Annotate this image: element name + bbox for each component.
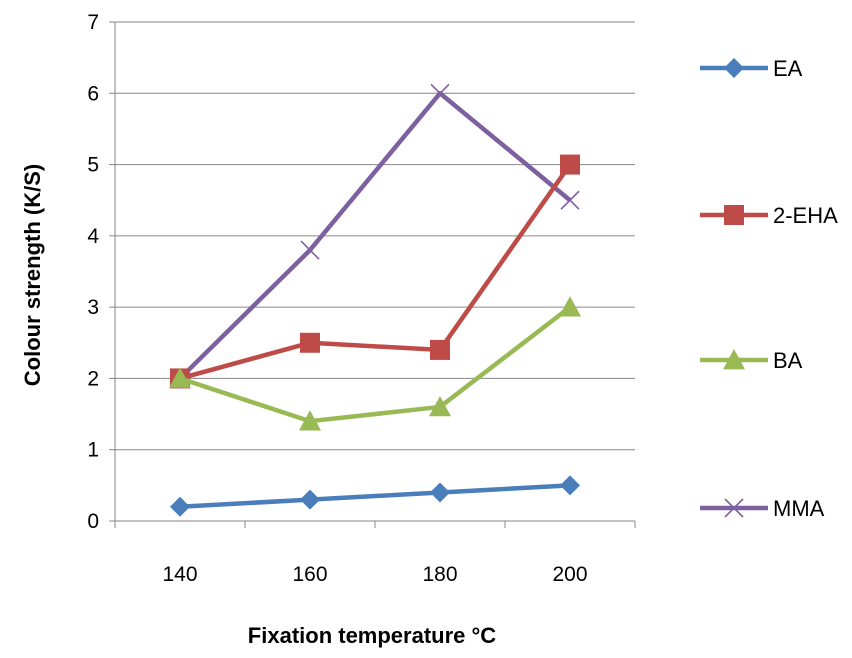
axes: [109, 21, 636, 528]
legend-label: EA: [773, 56, 803, 81]
x-tick-label: 200: [552, 563, 587, 586]
legend-item-mma: MMA: [700, 496, 825, 521]
y-axis-title: Colour strength (K/S): [20, 164, 45, 386]
x-tick-labels: 140 160 180 200: [162, 563, 587, 586]
series-group: [169, 83, 581, 517]
data-point: [560, 190, 580, 210]
data-point: [299, 410, 321, 431]
x-tick-label: 180: [422, 563, 457, 586]
data-point: [430, 339, 450, 360]
legend-marker: [724, 498, 744, 518]
data-point: [169, 367, 191, 388]
y-tick-label: 1: [87, 439, 99, 462]
series-line: [178, 91, 572, 381]
y-tick-labels: 0 1 2 3 4 5 6 7: [87, 11, 99, 533]
data-point: [560, 154, 580, 175]
data-point: [430, 83, 450, 103]
data-point: [560, 475, 580, 496]
legend-item-ba: BA: [700, 348, 803, 373]
legend-marker: [724, 58, 744, 78]
data-point: [170, 496, 190, 517]
legend-item-ea: EA: [700, 56, 803, 81]
legend-label: BA: [773, 348, 803, 373]
data-point: [430, 482, 450, 503]
series-line: [179, 163, 572, 381]
legend-item-2-eha: 2-EHA: [700, 203, 838, 228]
y-tick-label: 4: [87, 225, 99, 248]
legend-marker: [723, 349, 745, 370]
legend: EA 2-EHA BA MMA: [700, 56, 838, 521]
data-point: [559, 296, 581, 317]
legend-label: MMA: [773, 496, 825, 521]
y-tick-label: 7: [87, 11, 99, 34]
series-line: [179, 483, 571, 509]
y-tick-label: 5: [87, 154, 99, 177]
series-line: [179, 305, 572, 424]
series-ea: [170, 475, 580, 517]
y-tick-label: 0: [87, 510, 99, 533]
legend-marker: [724, 205, 744, 225]
data-point: [300, 332, 320, 353]
x-tick-label: 140: [162, 563, 197, 586]
data-point: [300, 489, 320, 510]
data-point: [300, 240, 320, 260]
legend-label: 2-EHA: [773, 203, 838, 228]
series-2-eha: [170, 154, 580, 389]
y-tick-label: 6: [87, 82, 99, 105]
x-tick-label: 160: [292, 563, 327, 586]
data-point: [429, 395, 451, 417]
series-ba: [169, 296, 581, 431]
gridlines: [115, 21, 635, 451]
x-axis-title: Fixation temperature °C: [248, 623, 497, 648]
y-tick-label: 3: [87, 296, 99, 319]
y-tick-label: 2: [87, 367, 99, 390]
